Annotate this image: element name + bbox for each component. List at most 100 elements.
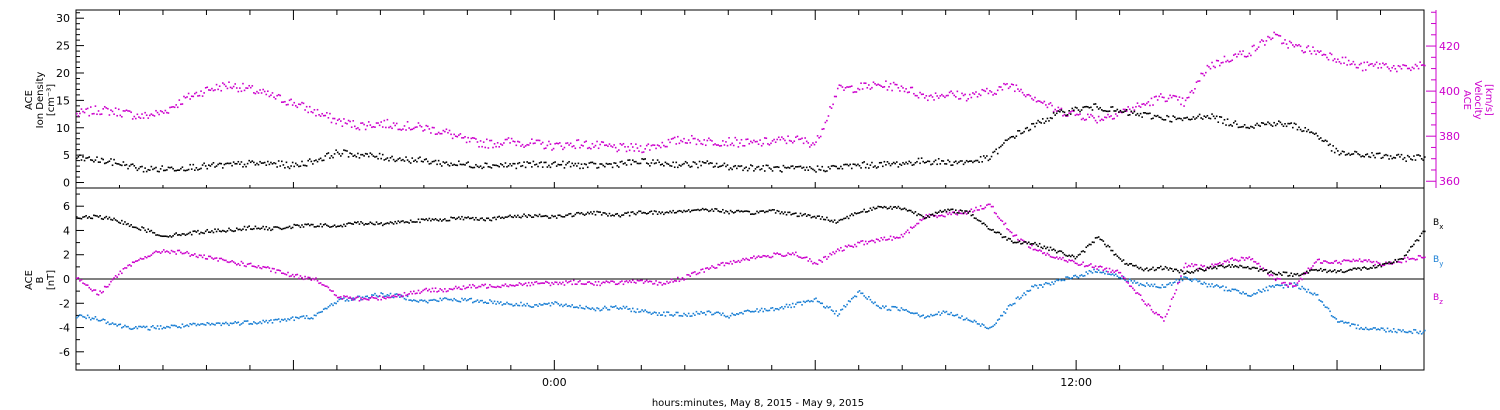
by-point bbox=[162, 326, 165, 329]
velocity-point bbox=[552, 147, 555, 150]
by-point bbox=[1087, 272, 1089, 275]
bx-point bbox=[148, 230, 151, 233]
density-point bbox=[652, 159, 654, 161]
density-point bbox=[604, 165, 606, 168]
velocity-point bbox=[958, 98, 960, 100]
bz-point bbox=[925, 214, 928, 216]
velocity-point bbox=[1093, 117, 1095, 119]
bx-point bbox=[1312, 269, 1314, 271]
velocity-point bbox=[555, 142, 558, 145]
by-point bbox=[1156, 286, 1159, 288]
by-point bbox=[1291, 286, 1294, 288]
velocity-point bbox=[1085, 118, 1088, 121]
velocity-point bbox=[1256, 48, 1258, 50]
density-point bbox=[748, 167, 751, 170]
bz-point bbox=[141, 258, 143, 260]
velocity-point bbox=[995, 93, 997, 95]
bx-point bbox=[1318, 269, 1320, 272]
bz-point bbox=[489, 283, 491, 286]
density-point bbox=[476, 165, 479, 168]
bz-point bbox=[1177, 282, 1179, 285]
bz-point bbox=[552, 283, 555, 285]
density-point bbox=[989, 158, 991, 161]
velocity-point bbox=[774, 141, 777, 144]
bz-point bbox=[978, 209, 980, 211]
density-point bbox=[136, 169, 139, 172]
bx-point bbox=[824, 218, 827, 221]
bx-point bbox=[1009, 238, 1011, 240]
density-point bbox=[883, 160, 886, 163]
velocity-point bbox=[1243, 55, 1246, 58]
by-point bbox=[633, 310, 636, 313]
velocity-point bbox=[1299, 45, 1302, 48]
density-point bbox=[704, 162, 707, 164]
density-point bbox=[482, 166, 485, 169]
by-point bbox=[1284, 284, 1286, 286]
bx-point bbox=[697, 208, 699, 211]
bx-point bbox=[594, 213, 597, 216]
velocity-point bbox=[91, 113, 94, 115]
density-point bbox=[414, 159, 417, 161]
velocity-point bbox=[527, 144, 530, 146]
density-point bbox=[249, 161, 252, 164]
density-point bbox=[934, 159, 937, 162]
velocity-point bbox=[1250, 54, 1252, 57]
by-point bbox=[965, 317, 968, 320]
velocity-point bbox=[951, 92, 954, 95]
velocity-point bbox=[299, 103, 302, 106]
density-point bbox=[784, 166, 786, 169]
bx-point bbox=[617, 214, 620, 217]
velocity-point bbox=[1363, 61, 1366, 64]
density-point bbox=[860, 167, 862, 169]
velocity-point bbox=[212, 89, 215, 92]
bz-point bbox=[902, 235, 904, 238]
bz-point bbox=[1037, 249, 1039, 252]
by-point bbox=[374, 292, 376, 295]
density-point bbox=[1225, 124, 1227, 126]
bz-point bbox=[1150, 308, 1153, 311]
by-point bbox=[801, 304, 803, 306]
density-point bbox=[832, 164, 834, 167]
bx-point bbox=[240, 229, 243, 232]
by-point bbox=[1364, 326, 1367, 329]
bx-point bbox=[239, 228, 241, 231]
bz-point bbox=[866, 242, 869, 245]
bx-point bbox=[1307, 272, 1310, 274]
bz-point bbox=[428, 288, 431, 291]
by-point bbox=[916, 312, 918, 315]
bx-point bbox=[1335, 271, 1338, 274]
density-point bbox=[1243, 124, 1246, 126]
top-right-tick-label: 400 bbox=[1439, 85, 1460, 98]
by-point bbox=[871, 301, 873, 303]
by-point bbox=[899, 309, 901, 312]
bz-point bbox=[888, 238, 890, 240]
bz-point bbox=[1144, 303, 1147, 305]
density-point bbox=[1009, 136, 1011, 139]
density-point bbox=[1260, 122, 1263, 124]
velocity-point bbox=[1164, 100, 1167, 103]
bx-point bbox=[781, 211, 783, 213]
velocity-point bbox=[256, 90, 258, 93]
bz-point bbox=[523, 283, 525, 285]
by-point bbox=[614, 305, 617, 307]
velocity-point bbox=[1172, 94, 1175, 97]
bz-point bbox=[739, 261, 741, 264]
density-point bbox=[645, 162, 648, 164]
velocity-point bbox=[1386, 66, 1389, 68]
bx-point bbox=[885, 206, 887, 209]
density-point bbox=[94, 159, 97, 161]
bx-point bbox=[1214, 266, 1216, 268]
density-point bbox=[431, 160, 434, 163]
density-point bbox=[217, 163, 219, 166]
bx-point bbox=[975, 217, 977, 220]
bx-point bbox=[538, 213, 541, 216]
bx-point bbox=[270, 229, 272, 232]
bx-point bbox=[1021, 242, 1024, 245]
by-point bbox=[891, 305, 893, 308]
density-point bbox=[911, 164, 914, 166]
by-point bbox=[1309, 291, 1311, 294]
bz-point bbox=[381, 296, 384, 298]
bz-point bbox=[245, 265, 247, 268]
by-point bbox=[686, 315, 688, 317]
bx-point bbox=[852, 214, 855, 217]
